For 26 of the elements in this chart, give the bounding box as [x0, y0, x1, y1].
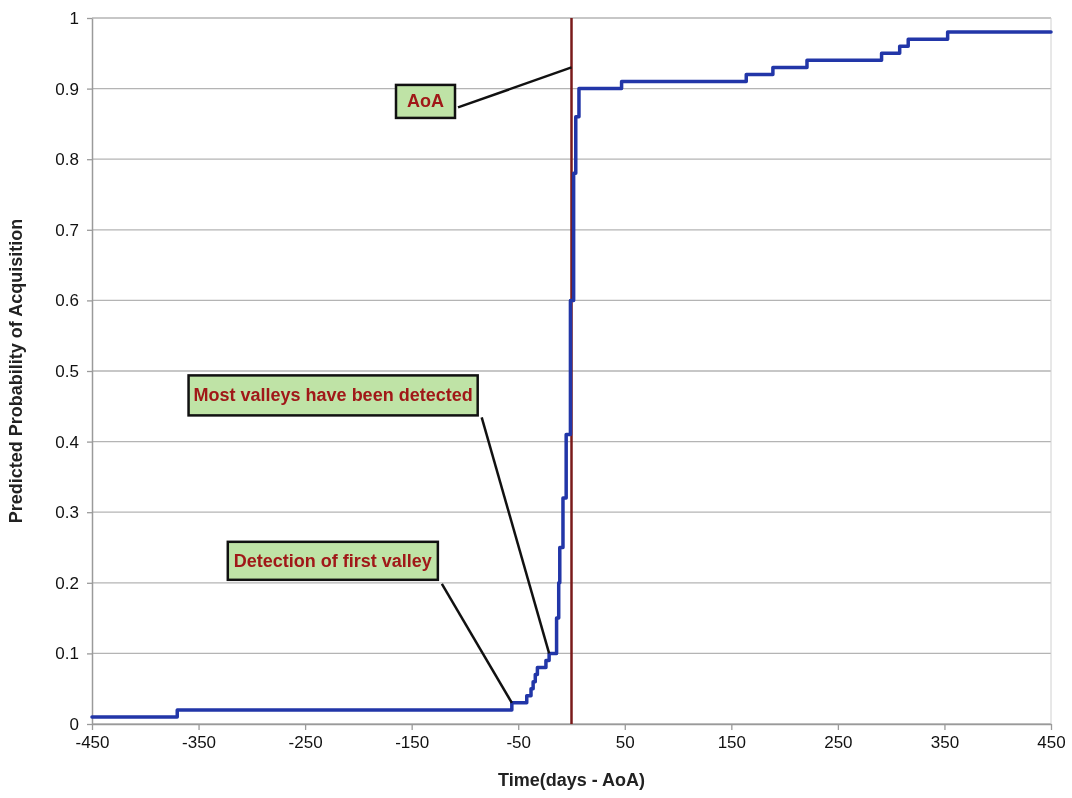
y-tick-label: 0.7 — [55, 220, 79, 240]
y-tick-label: 0 — [69, 714, 79, 734]
x-tick-label: 250 — [824, 733, 853, 753]
x-tick-label: -350 — [182, 733, 217, 753]
x-tick-label: 450 — [1037, 733, 1066, 753]
x-axis-title: Time(days - AoA) — [497, 770, 646, 790]
y-tick-label: 0.8 — [55, 150, 79, 170]
x-tick-label: 350 — [930, 733, 960, 753]
x-tick-label: -50 — [506, 733, 532, 753]
y-tick-label: 0.3 — [55, 503, 79, 523]
y-axis-title: Predicted Probability of Acquisition — [6, 218, 26, 524]
y-tick-label: 0.2 — [55, 573, 79, 593]
y-tick-label: 0.6 — [55, 291, 79, 311]
annotation: Detection of first valley — [233, 550, 432, 571]
x-tick-label: 150 — [717, 733, 747, 753]
y-tick-label: 1 — [69, 8, 79, 28]
annotation: AoA — [407, 91, 444, 112]
y-tick-label: 0.1 — [55, 644, 79, 664]
x-tick-label: 50 — [615, 733, 635, 753]
x-tick-label: -150 — [395, 733, 430, 753]
y-tick-label: 0.4 — [55, 432, 79, 452]
x-tick-label: -450 — [75, 733, 110, 753]
y-tick-label: 0.9 — [55, 79, 79, 99]
annotation: Most valleys have been detected — [193, 385, 473, 406]
y-tick-label: 0.5 — [55, 361, 79, 381]
x-tick-label: -250 — [288, 733, 323, 753]
